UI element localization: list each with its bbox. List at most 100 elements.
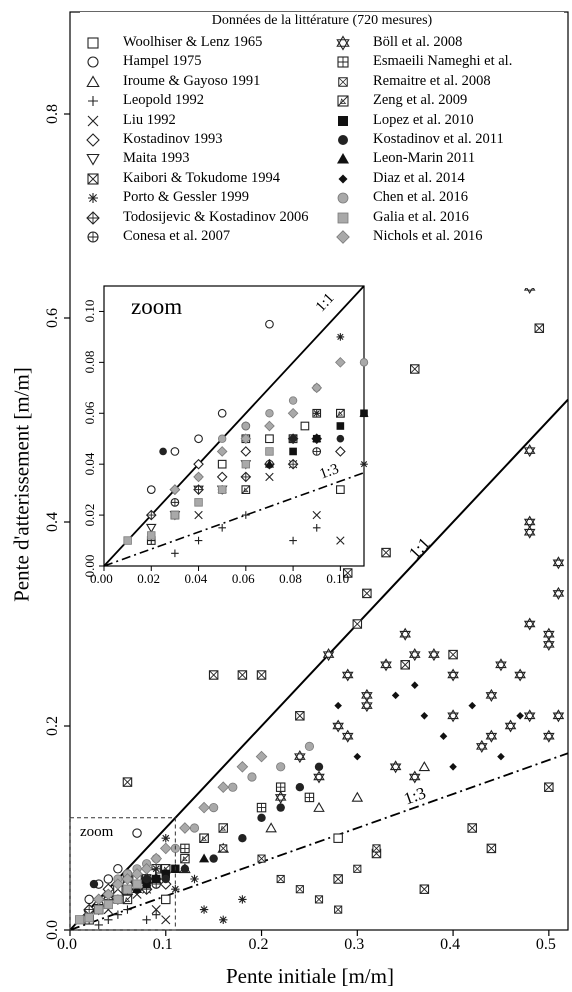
data-point bbox=[140, 862, 153, 875]
data-point bbox=[274, 790, 287, 804]
data-point bbox=[497, 752, 505, 761]
data-point bbox=[180, 843, 190, 854]
data-point bbox=[314, 895, 324, 904]
legend-label: Conesa et al. 2007 bbox=[123, 228, 231, 244]
data-point bbox=[132, 828, 142, 838]
legend-marker-icon bbox=[336, 230, 350, 244]
legend-marker bbox=[87, 173, 99, 185]
data-point bbox=[495, 658, 507, 672]
data-point bbox=[218, 823, 228, 833]
data-point bbox=[122, 884, 133, 894]
data-point bbox=[294, 750, 306, 764]
data-point bbox=[544, 782, 554, 792]
data-point bbox=[381, 547, 391, 558]
legend-marker-icon bbox=[338, 174, 348, 184]
data-point bbox=[486, 843, 497, 854]
data-point bbox=[276, 803, 285, 812]
data-point bbox=[543, 627, 555, 641]
data-point bbox=[439, 732, 448, 740]
data-point bbox=[485, 729, 498, 743]
data-point bbox=[304, 741, 315, 752]
x-tick-label: 0.5 bbox=[535, 936, 556, 953]
legend-label: Diaz et al. 2014 bbox=[373, 169, 465, 186]
inset-y-tick-label: 0.06 bbox=[82, 401, 97, 425]
legend-marker-icon bbox=[337, 212, 349, 223]
legend: Données de la littérature (720 mesures) … bbox=[80, 12, 564, 288]
legend-label: Zeng et al. 2009 bbox=[373, 92, 468, 109]
data-point bbox=[420, 712, 429, 720]
data-point bbox=[353, 752, 362, 761]
data-point bbox=[159, 842, 172, 855]
data-point bbox=[198, 801, 210, 814]
legend-label: Remaitre et al. 2008 bbox=[373, 72, 491, 89]
inset-y-tick-label: 0.08 bbox=[82, 350, 97, 374]
legend-marker-icon bbox=[87, 37, 99, 49]
data-point bbox=[341, 729, 354, 743]
data-point bbox=[449, 763, 457, 771]
data-point bbox=[552, 586, 565, 600]
data-point bbox=[351, 791, 364, 802]
data-point bbox=[103, 899, 113, 910]
data-point bbox=[112, 878, 124, 890]
legend-marker bbox=[338, 174, 348, 184]
inset-x-tick-label: 0.10 bbox=[326, 571, 350, 586]
data-point bbox=[161, 894, 171, 905]
legend-marker bbox=[338, 135, 348, 145]
data-point bbox=[199, 833, 209, 843]
legend-marker bbox=[88, 96, 98, 107]
data-point bbox=[113, 894, 123, 905]
inset-x-tick-label: 0.00 bbox=[90, 571, 113, 586]
data-point bbox=[122, 777, 133, 787]
data-point bbox=[447, 668, 459, 682]
data-point bbox=[199, 853, 210, 863]
y-tick-label: 0.8 bbox=[44, 104, 61, 124]
legend-marker-icon bbox=[87, 56, 99, 68]
data-point bbox=[314, 762, 324, 771]
legend-marker-icon bbox=[338, 115, 348, 126]
zoom-region-label: zoom bbox=[80, 824, 114, 840]
data-point bbox=[161, 915, 171, 925]
data-point bbox=[523, 515, 536, 529]
data-point bbox=[180, 864, 190, 873]
legend-marker-icon bbox=[86, 75, 100, 87]
data-point bbox=[372, 844, 381, 853]
legend-label: Nichols et al. 2016 bbox=[373, 228, 483, 244]
data-point bbox=[199, 905, 209, 914]
data-point bbox=[408, 770, 421, 784]
data-point bbox=[362, 588, 372, 599]
legend-label: Galia et al. 2016 bbox=[373, 208, 469, 225]
data-point bbox=[418, 761, 431, 772]
data-point bbox=[190, 874, 199, 884]
data-point bbox=[238, 834, 247, 843]
legend-marker-icon bbox=[88, 193, 98, 204]
legend-marker-icon bbox=[87, 231, 99, 243]
data-point bbox=[410, 364, 420, 374]
x-axis-title: Pente initiale [m/m] bbox=[226, 964, 394, 988]
data-point bbox=[334, 905, 343, 914]
y-tick-label: 0.6 bbox=[44, 308, 61, 328]
data-point bbox=[516, 712, 524, 720]
legend-marker bbox=[338, 77, 348, 87]
data-point bbox=[150, 852, 163, 865]
legend-marker bbox=[87, 115, 99, 126]
legend-label: Todosijevic & Kostadinov 2006 bbox=[123, 208, 309, 225]
data-point bbox=[131, 868, 143, 880]
data-point bbox=[104, 915, 113, 924]
data-point bbox=[313, 770, 325, 784]
data-point bbox=[467, 823, 477, 833]
data-point bbox=[189, 823, 200, 833]
legend-marker-icon bbox=[337, 192, 349, 204]
legend-marker bbox=[337, 95, 349, 107]
data-point bbox=[161, 874, 170, 884]
legend-marker-icon bbox=[87, 115, 99, 126]
data-point bbox=[209, 854, 218, 863]
legend-marker-icon bbox=[337, 153, 349, 164]
legend-marker bbox=[87, 231, 99, 243]
legend-marker-icon bbox=[86, 133, 100, 147]
data-point bbox=[94, 905, 104, 915]
data-point bbox=[468, 701, 477, 710]
legend-marker-icon bbox=[86, 154, 100, 166]
data-point bbox=[428, 648, 440, 662]
data-point bbox=[523, 709, 536, 723]
legend-label: Leopold 1992 bbox=[123, 92, 204, 109]
